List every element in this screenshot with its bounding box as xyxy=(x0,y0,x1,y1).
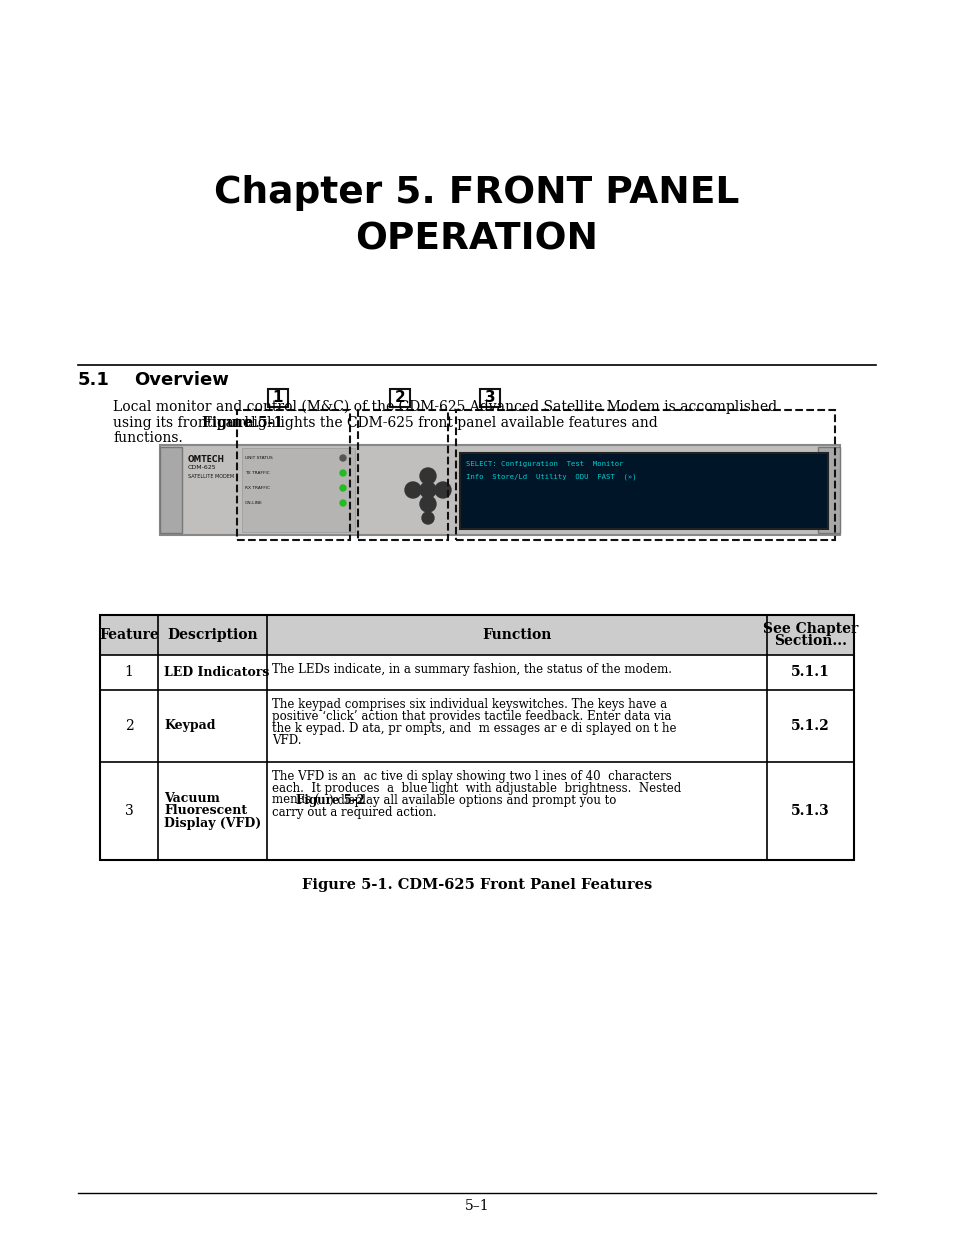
Text: Description: Description xyxy=(167,629,257,642)
Text: carry out a required action.: carry out a required action. xyxy=(273,806,436,819)
Circle shape xyxy=(435,482,451,498)
Text: 1: 1 xyxy=(273,390,283,405)
Circle shape xyxy=(339,485,346,492)
Text: functions.: functions. xyxy=(112,431,183,445)
Bar xyxy=(390,389,410,408)
Text: Info  Store/Ld  Utility  ODU  FAST  (»): Info Store/Ld Utility ODU FAST (») xyxy=(465,473,636,479)
Text: Overview: Overview xyxy=(133,370,229,389)
Text: 1: 1 xyxy=(125,666,133,679)
Bar xyxy=(160,447,182,534)
Text: OMTECH: OMTECH xyxy=(188,454,225,464)
Text: Figure 5-1: Figure 5-1 xyxy=(201,415,282,430)
Circle shape xyxy=(339,471,346,475)
Text: TX TRAFFIC: TX TRAFFIC xyxy=(245,471,270,475)
Text: VFD.: VFD. xyxy=(273,734,301,747)
Text: Keypad: Keypad xyxy=(164,720,215,732)
Text: 2: 2 xyxy=(395,390,405,405)
Text: each.  It produces  a  blue light  with adjustable  brightness.  Nested: each. It produces a blue light with adju… xyxy=(273,782,681,795)
Text: CDM-625: CDM-625 xyxy=(188,466,216,471)
Text: 5–1: 5–1 xyxy=(464,1199,489,1213)
Bar xyxy=(456,410,834,540)
Text: LED Indicators: LED Indicators xyxy=(164,666,269,679)
Bar xyxy=(357,410,448,540)
Bar xyxy=(479,389,499,408)
Text: positive ‘click’ action that provides tactile feedback. Enter data via: positive ‘click’ action that provides ta… xyxy=(273,710,671,722)
Text: 2: 2 xyxy=(125,719,133,734)
Text: RX TRAFFIC: RX TRAFFIC xyxy=(245,487,270,490)
Circle shape xyxy=(405,482,420,498)
Text: Feature: Feature xyxy=(99,629,159,642)
Text: Local monitor and control (M&C) of the CDM-625 Advanced Satellite Modem is accom: Local monitor and control (M&C) of the C… xyxy=(112,400,777,415)
Text: ON-LINE: ON-LINE xyxy=(245,501,263,505)
Text: 3: 3 xyxy=(125,804,133,818)
Text: using its front panel.: using its front panel. xyxy=(112,415,264,430)
Text: 5.1: 5.1 xyxy=(78,370,110,389)
Text: SELECT: Configuration  Test  Monitor: SELECT: Configuration Test Monitor xyxy=(465,461,623,467)
Bar xyxy=(242,448,355,532)
Text: Figure 5-2: Figure 5-2 xyxy=(295,794,364,806)
Text: OPERATION: OPERATION xyxy=(355,222,598,258)
Text: Fluorescent: Fluorescent xyxy=(164,804,247,818)
Text: menus (: menus ( xyxy=(273,794,319,806)
Circle shape xyxy=(339,454,346,461)
Bar xyxy=(100,615,853,860)
Bar xyxy=(236,410,350,540)
Circle shape xyxy=(421,513,434,524)
Text: Vacuum: Vacuum xyxy=(164,792,220,804)
Text: 3: 3 xyxy=(484,390,495,405)
Text: highlights the CDM-625 front panel available features and: highlights the CDM-625 front panel avail… xyxy=(240,415,658,430)
Text: The LEDs indicate, in a summary fashion, the status of the modem.: The LEDs indicate, in a summary fashion,… xyxy=(273,663,672,676)
Circle shape xyxy=(419,496,436,513)
Text: the k eypad. D ata, pr ompts, and  m essages ar e di splayed on t he: the k eypad. D ata, pr ompts, and m essa… xyxy=(273,722,677,735)
Text: Function: Function xyxy=(482,629,552,642)
Circle shape xyxy=(419,468,436,484)
Circle shape xyxy=(419,482,436,498)
Text: Figure 5-1. CDM-625 Front Panel Features: Figure 5-1. CDM-625 Front Panel Features xyxy=(301,878,652,892)
Text: 5.1.2: 5.1.2 xyxy=(790,719,829,734)
Bar xyxy=(817,447,840,534)
Text: SATELLITE MODEM: SATELLITE MODEM xyxy=(188,474,233,479)
Bar xyxy=(459,453,827,529)
Text: 5.1.3: 5.1.3 xyxy=(790,804,829,818)
Text: UNIT STATUS: UNIT STATUS xyxy=(245,456,273,459)
Bar xyxy=(268,389,288,408)
Text: Display (VFD): Display (VFD) xyxy=(164,818,261,830)
Text: ) display all available options and prompt you to: ) display all available options and prom… xyxy=(329,794,616,806)
Text: Section...: Section... xyxy=(773,634,846,648)
Text: Chapter 5. FRONT PANEL: Chapter 5. FRONT PANEL xyxy=(214,175,739,211)
Text: The keypad comprises six individual keyswitches. The keys have a: The keypad comprises six individual keys… xyxy=(273,698,667,711)
Bar xyxy=(160,445,840,535)
Text: 5.1.1: 5.1.1 xyxy=(790,666,829,679)
Circle shape xyxy=(339,500,346,506)
Text: See Chapter: See Chapter xyxy=(762,622,858,636)
Bar xyxy=(100,615,853,655)
Text: The VFD is an  ac tive di splay showing two l ines of 40  characters: The VFD is an ac tive di splay showing t… xyxy=(273,769,672,783)
